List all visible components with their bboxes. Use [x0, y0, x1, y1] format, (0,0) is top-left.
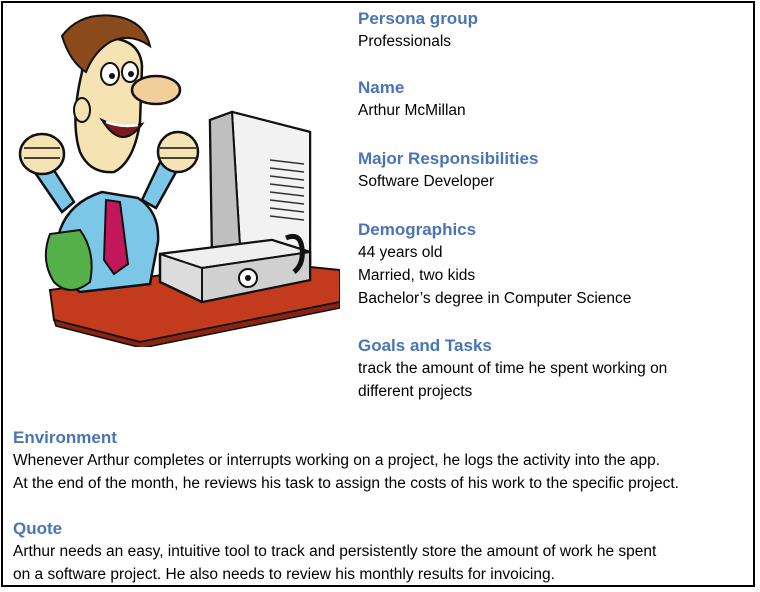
excited-man-at-computer-illustration — [18, 14, 340, 347]
quote-line: Arthur needs an easy, intuitive tool to … — [13, 543, 657, 560]
quote-heading: Quote — [13, 519, 63, 538]
responsibilities-value: Software Developer — [358, 173, 495, 190]
responsibilities-heading: Major Responsibilities — [358, 149, 539, 168]
goals-line: track the amount of time he spent workin… — [358, 360, 668, 377]
goals-section: Goals and Tasks track the amount of time… — [358, 335, 667, 403]
quote-line: on a software project. He also needs to … — [13, 566, 555, 583]
demographics-heading: Demographics — [358, 220, 477, 239]
persona-group-value: Professionals — [358, 33, 452, 50]
environment-section: Environment Whenever Arthur completes or… — [13, 427, 679, 495]
name-heading: Name — [358, 78, 405, 97]
demographics-section: Demographics 44 years old Married, two k… — [358, 219, 631, 310]
environment-heading: Environment — [13, 428, 117, 447]
quote-section: Quote Arthur needs an easy, intuitive to… — [13, 518, 656, 586]
demographics-age: 44 years old — [358, 244, 443, 261]
environment-line: Whenever Arthur completes or interrupts … — [13, 452, 661, 469]
responsibilities-section: Major Responsibilities Software Develope… — [358, 148, 538, 193]
name-section: Name Arthur McMillan — [358, 77, 466, 122]
persona-group-section: Persona group Professionals — [358, 8, 478, 53]
environment-line: At the end of the month, he reviews his … — [13, 475, 679, 492]
goals-line: different projects — [358, 383, 473, 400]
demographics-family: Married, two kids — [358, 267, 476, 284]
demographics-education: Bachelor’s degree in Computer Science — [358, 290, 632, 307]
persona-group-heading: Persona group — [358, 9, 478, 28]
name-value: Arthur McMillan — [358, 102, 466, 119]
goals-heading: Goals and Tasks — [358, 336, 492, 355]
